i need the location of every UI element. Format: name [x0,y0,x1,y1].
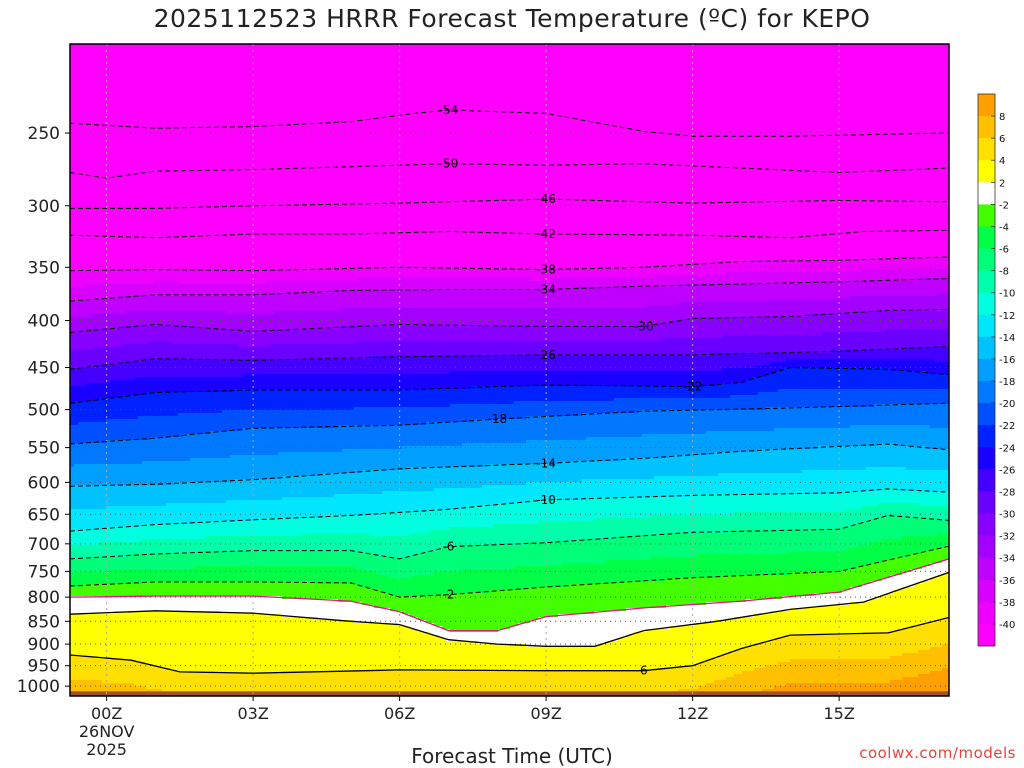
temperature-fill-layer [70,44,951,699]
